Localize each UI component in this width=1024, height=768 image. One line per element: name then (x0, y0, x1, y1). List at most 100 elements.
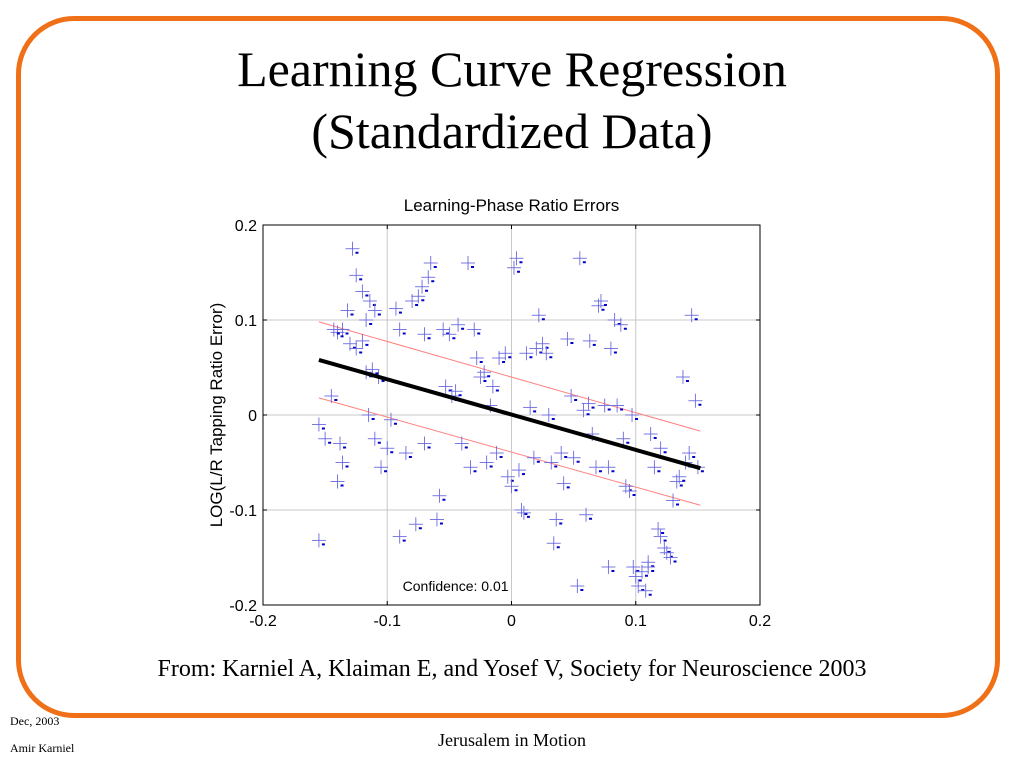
data-point (672, 469, 687, 484)
data-point (442, 327, 457, 342)
data-point (417, 436, 432, 451)
data-point (651, 522, 666, 536)
data-point (663, 550, 678, 565)
x-tick-label: -0.2 (249, 613, 277, 630)
data-point (477, 365, 492, 380)
citation-text: From: Karniel A, Klaiman E, and Yosef V,… (157, 656, 867, 682)
data-point (451, 317, 466, 332)
data-point (467, 322, 482, 337)
data-points (311, 241, 705, 598)
regression-line (318, 357, 701, 471)
axis-ticks: -0.2 -0.1 0 0.1 0.2 0.2 0.1 0 -0.1 -0.2 (229, 218, 771, 630)
data-point (361, 408, 376, 422)
y-tick-label: -0.1 (229, 503, 257, 520)
data-point (682, 446, 697, 460)
regression-line-group (318, 357, 701, 471)
data-point (504, 479, 519, 494)
data-point (423, 256, 438, 270)
data-point (511, 463, 526, 478)
data-point (417, 327, 432, 342)
data-point (531, 308, 546, 323)
data-point (616, 431, 631, 446)
data-point (485, 379, 500, 394)
data-point (544, 455, 559, 470)
data-point (666, 493, 681, 508)
data-point (566, 450, 581, 465)
data-point (380, 441, 395, 456)
data-point (479, 455, 494, 470)
data-point (539, 346, 554, 361)
data-point (392, 322, 407, 337)
footer-date: Dec, 2003 (10, 714, 60, 728)
data-point (355, 333, 370, 348)
data-point (311, 533, 326, 548)
data-point (335, 455, 350, 470)
confidence-bands (318, 321, 701, 506)
data-point (514, 503, 529, 517)
data-point (509, 251, 524, 266)
data-point (463, 460, 478, 475)
data-point (541, 408, 556, 422)
data-point (330, 325, 345, 340)
y-tick-label: 0 (248, 408, 257, 425)
data-point (601, 460, 616, 475)
data-point (653, 529, 668, 544)
data-point (579, 507, 594, 522)
data-point (429, 512, 444, 527)
data-point (564, 389, 579, 403)
data-point (506, 260, 521, 275)
data-point (448, 384, 463, 399)
data-point (408, 517, 423, 532)
data-point (653, 441, 668, 456)
data-point (588, 460, 603, 475)
data-point (432, 488, 447, 503)
confidence-lower-line (318, 397, 701, 506)
data-point (421, 270, 436, 285)
data-point (311, 417, 326, 432)
data-point (500, 469, 515, 484)
data-point (581, 396, 596, 411)
y-tick-label: -0.2 (229, 598, 257, 615)
x-tick-label: 0.2 (749, 613, 771, 630)
data-point (392, 529, 407, 544)
title-line-2: (Standardized Data) (311, 103, 713, 159)
data-point (622, 484, 637, 498)
data-point (625, 408, 640, 422)
data-point (326, 322, 341, 337)
scatter-chart: -0.2 -0.1 0 0.1 0.2 0.2 0.1 0 -0.1 -0.2 Learning-… (207, 196, 771, 630)
confidence-annotation: Confidence: 0.01 (403, 578, 509, 594)
data-point (601, 560, 616, 574)
footer-center-text: Jerusalem in Motion (438, 730, 586, 750)
data-point (647, 460, 662, 475)
data-point (367, 303, 382, 318)
data-point (593, 294, 608, 308)
data-point (355, 284, 370, 299)
footer-author: Amir Karniel (10, 741, 75, 755)
data-point (340, 303, 355, 318)
confidence-upper-line (318, 321, 701, 432)
y-axis-label: LOG(L/R Tapping Ratio Error) (207, 303, 226, 528)
data-point (330, 474, 345, 489)
data-point (535, 336, 550, 351)
data-point (498, 346, 513, 361)
data-point (374, 460, 389, 475)
data-point (570, 579, 585, 593)
data-point (362, 294, 377, 308)
data-point (675, 370, 690, 384)
data-point (684, 308, 699, 323)
data-point (411, 289, 426, 304)
data-point (603, 341, 618, 356)
x-tick-label: 0 (507, 613, 516, 630)
data-point (560, 332, 575, 346)
y-tick-label: 0.1 (235, 313, 257, 330)
data-point (638, 583, 653, 598)
y-tick-label: 0.2 (235, 218, 257, 235)
grid (263, 225, 760, 605)
data-point (613, 317, 628, 332)
data-point (438, 379, 453, 394)
data-point (597, 398, 612, 413)
data-point (556, 476, 571, 491)
data-point (526, 450, 541, 465)
data-point (333, 436, 348, 451)
data-point (398, 446, 413, 460)
